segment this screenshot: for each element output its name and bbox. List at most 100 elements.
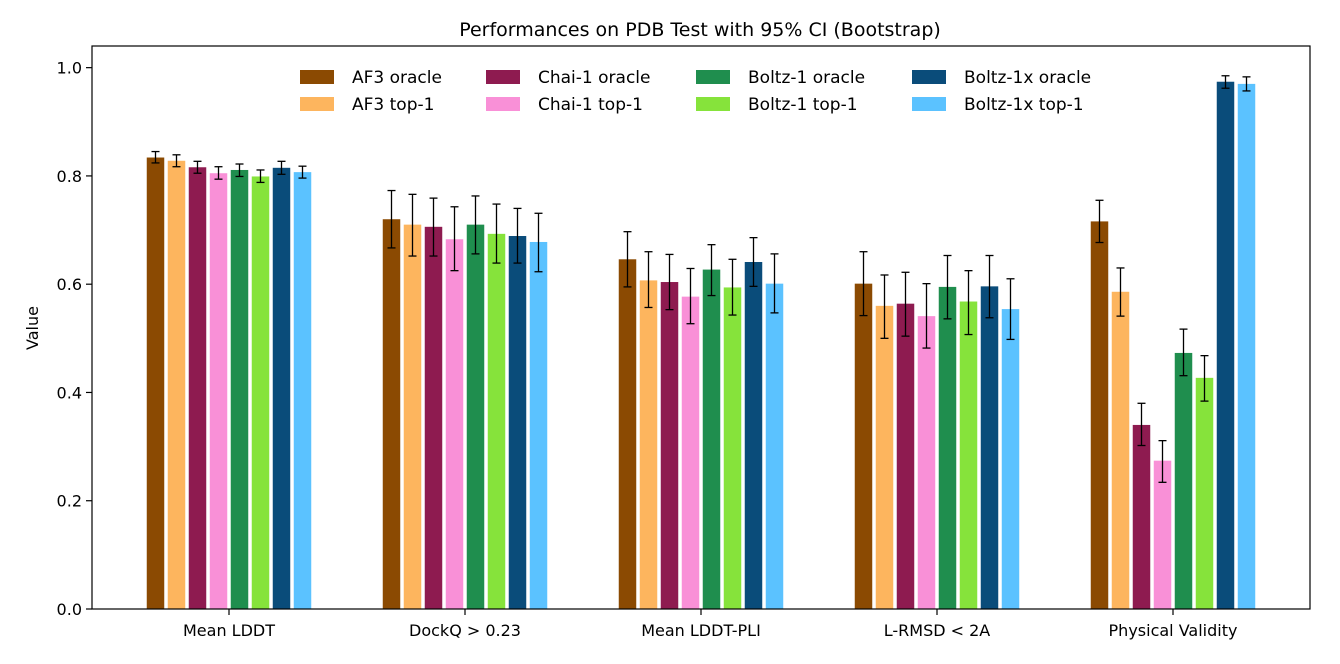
bar [744, 262, 763, 609]
legend-item: Chai-1 top-1 [486, 95, 643, 115]
bar [959, 301, 978, 609]
error-bar [193, 160, 202, 174]
y-tick-label: 0.0 [57, 600, 82, 619]
legend-label: Chai-1 top-1 [538, 95, 643, 115]
error-bar [749, 236, 758, 288]
error-bar [1179, 328, 1188, 377]
error-bar [1137, 402, 1146, 447]
bar [382, 219, 401, 610]
error-bar [214, 166, 223, 180]
legend-label: Boltz-1 oracle [748, 68, 865, 88]
error-bar [235, 163, 244, 178]
x-tick-label: Physical Validity [1109, 621, 1238, 640]
legend-swatch [912, 97, 946, 111]
bar [1090, 221, 1109, 609]
bar [230, 169, 249, 609]
error-bar [1006, 278, 1015, 341]
y-axis-ticks: 0.0 0.2 0.4 0.6 0.8 1.0 [57, 59, 92, 619]
bar [702, 269, 721, 609]
error-bar [728, 258, 737, 316]
legend-item: AF3 oracle [300, 68, 442, 88]
bar [508, 236, 527, 609]
legend-swatch [696, 97, 730, 111]
legend-swatch [486, 70, 520, 84]
error-bar [408, 193, 417, 257]
y-tick-label: 0.8 [57, 167, 82, 186]
legend-item: Boltz-1 oracle [696, 68, 865, 88]
chart-title: Performances on PDB Test with 95% CI (Bo… [459, 19, 941, 41]
error-bar [922, 282, 931, 349]
error-bar [172, 154, 181, 168]
legend-item: Boltz-1x oracle [912, 68, 1091, 88]
legend-swatch [300, 70, 334, 84]
bar [854, 283, 873, 609]
legend-label: Chai-1 oracle [538, 68, 650, 88]
legend-label: Boltz-1 top-1 [748, 95, 858, 115]
error-bar [943, 254, 952, 320]
bar [1195, 377, 1214, 609]
bar [1111, 291, 1130, 609]
bar [424, 226, 443, 609]
bar [167, 160, 186, 609]
error-bar [534, 212, 543, 273]
x-tick-label: Mean LDDT-PLI [641, 621, 761, 640]
bar [618, 259, 637, 609]
legend-item: AF3 top-1 [300, 95, 434, 115]
error-bar [644, 251, 653, 309]
legend-item: Chai-1 oracle [486, 68, 650, 88]
bar [681, 296, 700, 609]
error-bar [471, 195, 480, 255]
bar [1216, 81, 1235, 610]
legend-label: AF3 oracle [352, 68, 442, 88]
error-bar [1095, 199, 1104, 244]
bar [765, 283, 784, 609]
bar [466, 224, 485, 609]
error-bar [859, 251, 868, 317]
y-tick-label: 0.4 [57, 383, 82, 402]
error-bar [623, 231, 632, 288]
error-bar [298, 165, 307, 179]
error-bar [492, 203, 501, 264]
error-bar [387, 189, 396, 249]
bar [875, 305, 894, 609]
error-bar [901, 271, 910, 337]
y-tick-label: 0.2 [57, 492, 82, 511]
bar [1174, 352, 1193, 609]
error-bar [151, 150, 160, 164]
bar [272, 167, 291, 610]
bar [445, 239, 464, 609]
legend-swatch [696, 70, 730, 84]
error-bar [277, 160, 286, 175]
x-tick-label: L-RMSD < 2A [884, 621, 991, 640]
error-bar [770, 253, 779, 314]
legend-item: Boltz-1 top-1 [696, 95, 858, 115]
bar [1132, 424, 1151, 609]
legend-swatch [912, 70, 946, 84]
x-tick-label: Mean LDDT [183, 621, 275, 640]
bar [403, 224, 422, 609]
bar [146, 157, 165, 609]
y-tick-label: 0.6 [57, 275, 82, 294]
bar [1153, 460, 1172, 609]
error-bar [1158, 439, 1167, 483]
y-tick-label: 1.0 [57, 59, 82, 78]
bars-layer [146, 81, 1256, 610]
legend-swatch [300, 97, 334, 111]
bar [188, 167, 207, 609]
bar [293, 172, 312, 609]
y-axis-label: Value [23, 306, 42, 350]
error-bar [1221, 75, 1230, 89]
error-bar [1116, 267, 1125, 317]
error-bar [707, 244, 716, 297]
bar [896, 303, 915, 609]
bar [938, 286, 957, 609]
x-tick-label: DockQ > 0.23 [409, 621, 521, 640]
bar [487, 233, 506, 609]
legend-label: Boltz-1x oracle [964, 68, 1091, 88]
legend: AF3 oracle AF3 top-1 Chai-1 oracle Chai-1 t… [300, 68, 1091, 115]
error-bar [665, 253, 674, 311]
bar [980, 286, 999, 609]
bar [1237, 83, 1256, 609]
legend-label: AF3 top-1 [352, 95, 434, 115]
bar [917, 316, 936, 609]
